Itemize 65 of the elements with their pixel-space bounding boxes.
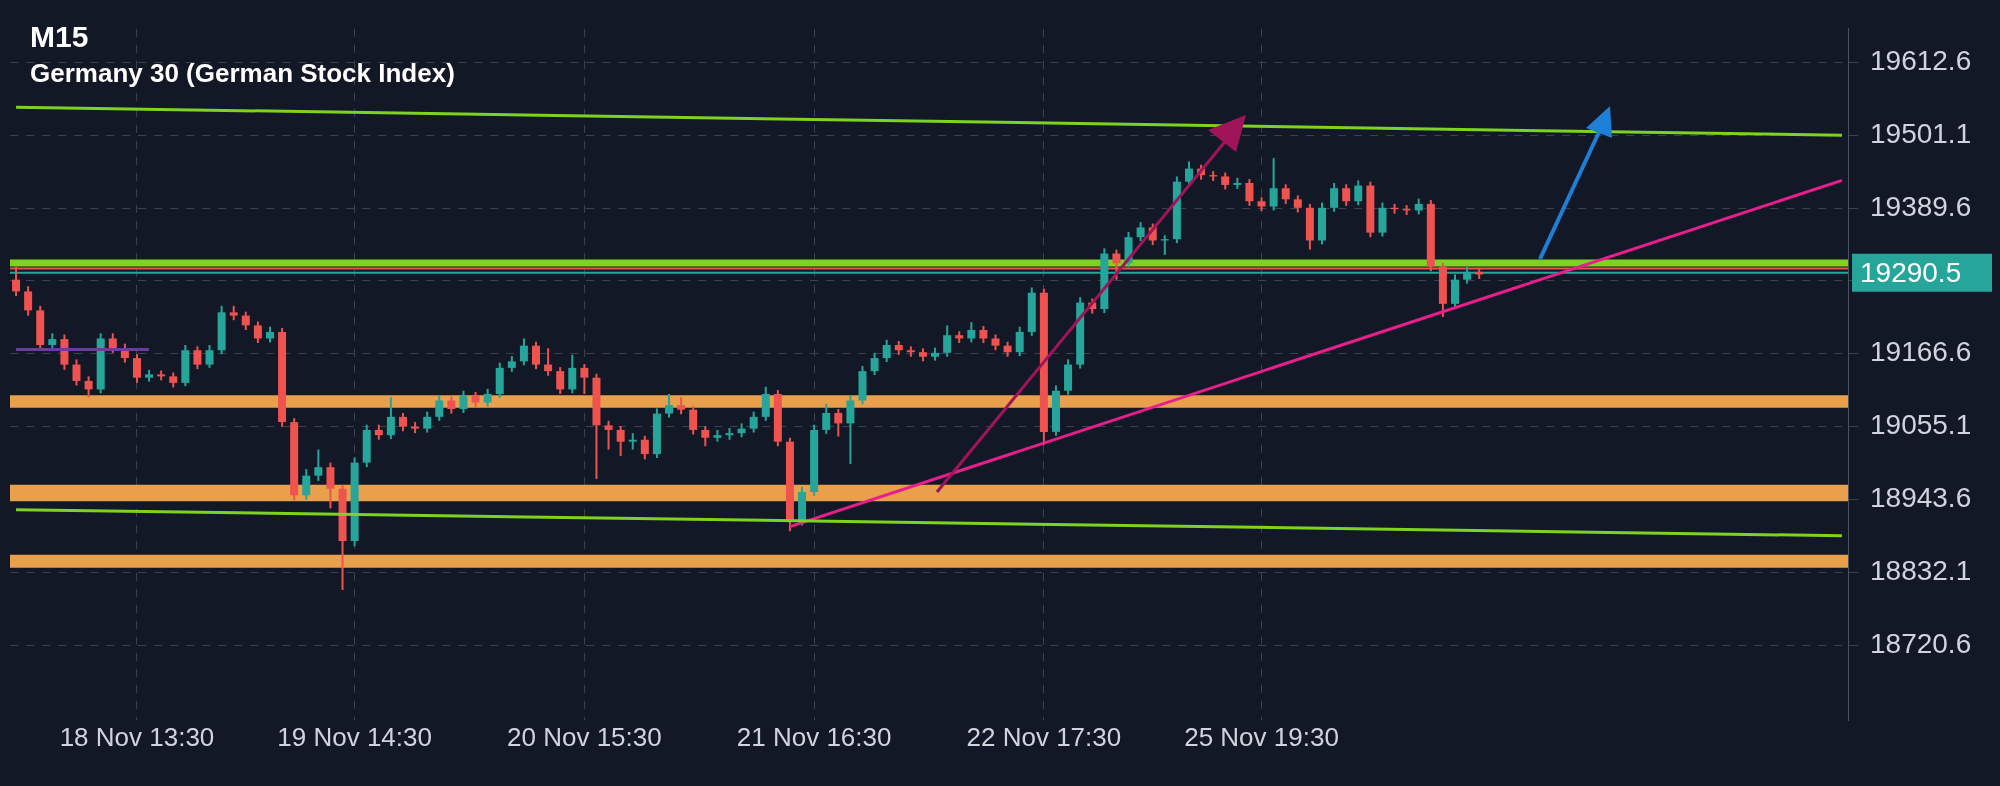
candlestick: [302, 468, 311, 501]
candlestick: [1269, 157, 1278, 212]
x-tick-label: 21 Nov 16:30: [736, 721, 892, 752]
candlestick: [616, 425, 625, 458]
x-tick-label: 22 Nov 17:30: [966, 721, 1122, 752]
candlestick: [943, 324, 952, 358]
candlestick: [761, 385, 770, 422]
candlestick: [701, 425, 710, 448]
candlestick: [326, 461, 335, 510]
candlestick: [870, 351, 879, 377]
candlestick: [544, 347, 553, 377]
candlestick: [604, 419, 613, 451]
candlestick: [398, 411, 407, 433]
candlestick: [882, 338, 891, 363]
candlestick: [568, 353, 577, 395]
candlestick: [640, 434, 649, 461]
candlestick: [749, 410, 758, 434]
text: Germany 30 (German Stock Index): [30, 58, 455, 89]
candlestick: [84, 375, 93, 399]
y-tick-label: 18943.6: [1870, 482, 1972, 514]
candlestick: [1354, 179, 1363, 207]
candlestick: [689, 404, 698, 436]
candlestick: [834, 408, 843, 438]
candlestick: [1281, 183, 1290, 205]
candlestick: [532, 340, 541, 371]
candlestick: [556, 366, 565, 395]
candlestick: [628, 432, 637, 451]
candlestick: [519, 337, 528, 367]
candlestick: [846, 394, 855, 465]
y-tick-label: 19612.6: [1870, 45, 1972, 77]
y-tick-label: 18720.6: [1870, 627, 1972, 659]
candlestick: [205, 344, 214, 369]
candlestick: [314, 448, 323, 482]
candlestick: [967, 321, 976, 344]
candlestick: [24, 285, 33, 317]
candlestick: [435, 394, 444, 422]
candlestick: [253, 320, 262, 345]
candlestick: [108, 332, 117, 354]
candlestick: [193, 345, 202, 371]
candlestick: [1184, 160, 1193, 187]
candlestick: [1330, 181, 1339, 213]
chart-title: M15: [30, 20, 89, 54]
candlestick: [822, 402, 831, 435]
y-tick-label: 19501.1: [1870, 117, 1972, 149]
x-tick-label: 18 Nov 13:30: [59, 721, 215, 752]
y-tick-label: 18832.1: [1870, 555, 1972, 587]
candlestick: [1245, 178, 1254, 207]
candlestick: [665, 393, 674, 419]
x-tick-label: 25 Nov 19:30: [1184, 721, 1339, 752]
y-tick-label: 19166.6: [1870, 336, 1972, 368]
candlestick: [1136, 221, 1145, 243]
candlestick: [459, 389, 468, 414]
candlestick: [386, 396, 395, 441]
candlestick: [1015, 325, 1024, 358]
y-tick-label: 19389.6: [1870, 190, 1972, 222]
candlestick: [132, 353, 141, 384]
y-tick-label: 19055.1: [1870, 409, 1972, 441]
x-tick-label: 19 Nov 14:30: [277, 721, 432, 752]
candlestick: [423, 410, 432, 434]
x-tick-label: 20 Nov 15:30: [507, 721, 662, 752]
candlestick: [241, 310, 250, 331]
candlestick: [72, 358, 81, 387]
candlestick: [580, 362, 589, 395]
ref-line-label: 19290.5: [1860, 256, 1962, 288]
candlestick: [1342, 183, 1351, 207]
